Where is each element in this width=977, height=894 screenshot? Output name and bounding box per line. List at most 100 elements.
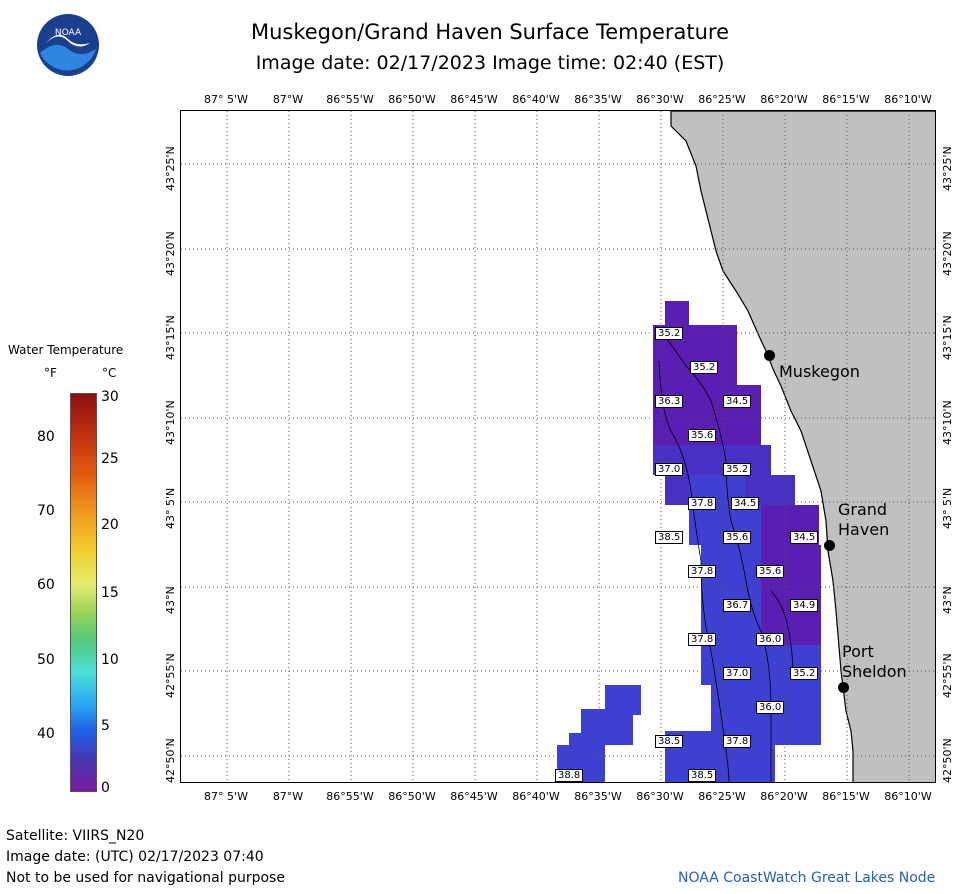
city-grand-haven: Grand Haven [838,500,890,539]
legend-f-tick: 50 [37,652,55,668]
legend-f-tick: 80 [37,429,55,445]
temperature-label: 36.0 [756,633,785,646]
longitude-tick-top: 86°15'W [822,93,870,106]
footer-disclaimer: Not to be used for navigational purpose [6,870,285,886]
latitude-tick-right: 43°10'N [941,400,954,445]
noaa-logo: NOAA [37,14,99,76]
isotherm-lines [658,330,794,782]
temperature-label: 34.5 [723,395,752,408]
temperature-label: 34.5 [790,531,819,544]
temperature-label: 35.6 [756,565,785,578]
grand-haven-marker [824,540,835,551]
legend-f-tick: 70 [37,503,55,519]
latitude-tick-left: 43°25'N [164,146,177,191]
legend-c-tick: 10 [101,652,119,668]
footer-utc-date: Image date: (UTC) 02/17/2023 07:40 [6,849,264,865]
legend-c-tick: 5 [101,718,110,734]
temperature-label: 35.2 [790,667,819,680]
longitude-tick-top: 86°50'W [388,93,436,106]
map-frame [180,110,936,783]
footer-credit: NOAA CoastWatch Great Lakes Node [678,870,936,886]
temperature-label: 35.2 [690,361,719,374]
temperature-label: 37.8 [688,497,717,510]
legend-c-tick: 20 [101,517,119,533]
longitude-tick-bottom: 86°40'W [512,790,560,803]
legend-unit-f: °F [44,366,57,380]
longitude-tick-bottom: 86°30'W [636,790,684,803]
longitude-tick-bottom: 86°25'W [698,790,746,803]
land-shoreline [670,111,935,782]
water-cell [665,301,689,326]
page-title: Muskegon/Grand Haven Surface Temperature [250,20,730,44]
longitude-tick-bottom: 86°55'W [326,790,374,803]
image-datetime: Image date: 02/17/2023 Image time: 02:40… [255,52,725,74]
city-port-sheldon: Port Sheldon [842,642,907,681]
legend-c-tick: 30 [101,389,119,405]
city-muskegon: Muskegon [779,362,860,381]
temperature-map [181,111,935,782]
port-sheldon-marker [838,682,849,693]
legend-c-tick: 25 [101,451,119,467]
longitude-tick-bottom: 86°15'W [822,790,870,803]
temperature-label: 35.6 [688,429,717,442]
latitude-tick-right: 42°50'N [941,738,954,783]
longitude-tick-top: 86°30'W [636,93,684,106]
water-cell [665,731,775,782]
longitude-tick-top: 87° 5'W [204,93,248,106]
temperature-label: 38.5 [655,735,684,748]
longitude-tick-top: 86°45'W [450,93,498,106]
noaa-logo-text: NOAA [55,28,82,38]
temperature-label: 35.2 [655,327,684,340]
temperature-label: 38.5 [655,531,684,544]
temperature-label: 36.7 [723,599,752,612]
longitude-tick-top: 86°35'W [574,93,622,106]
temperature-label: 37.8 [688,565,717,578]
latitude-tick-right: 43°N [941,586,954,614]
muskegon-marker [764,350,775,361]
longitude-tick-bottom: 87°W [272,790,304,803]
latitude-tick-left: 43°15'N [164,315,177,360]
longitude-tick-bottom: 86°45'W [450,790,498,803]
legend-f-tick: 60 [37,577,55,593]
latitude-tick-right: 43°20'N [941,231,954,276]
temperature-label: 37.8 [723,735,752,748]
legend-unit-c: °C [102,366,117,380]
temperature-label: 37.8 [688,633,717,646]
longitude-tick-bottom: 86°10'W [884,790,932,803]
legend-f-tick: 40 [37,726,55,742]
latitude-tick-left: 42°50'N [164,738,177,783]
longitude-tick-top: 86°55'W [326,93,374,106]
latitude-tick-left: 43°10'N [164,400,177,445]
temperature-label: 37.0 [655,463,684,476]
longitude-tick-top: 87°W [272,93,304,106]
temperature-label: 38.8 [555,769,584,782]
temperature-label: 36.3 [655,395,684,408]
latitude-tick-left: 43°20'N [164,231,177,276]
latitude-tick-right: 43°25'N [941,146,954,191]
longitude-tick-top: 86°40'W [512,93,560,106]
temperature-label: 34.5 [731,497,760,510]
water-cell [761,545,821,645]
legend-title: Water Temperature [8,343,124,357]
longitude-tick-bottom: 86°20'W [760,790,808,803]
longitude-tick-bottom: 86°35'W [574,790,622,803]
legend-c-tick: 0 [101,780,110,796]
latitude-tick-left: 43°N [164,586,177,614]
temperature-label: 35.6 [723,531,752,544]
legend-c-tick: 15 [101,585,119,601]
footer-satellite: Satellite: VIIRS_N20 [6,828,145,844]
temperature-label: 38.5 [688,769,717,782]
temperature-label: 35.2 [723,463,752,476]
latitude-tick-right: 43°15'N [941,315,954,360]
latitude-tick-right: 42°55'N [941,653,954,698]
latitude-tick-left: 43° 5'N [164,487,177,529]
longitude-tick-bottom: 87° 5'W [204,790,248,803]
latitude-tick-left: 42°55'N [164,653,177,698]
longitude-tick-top: 86°25'W [698,93,746,106]
temperature-label: 34.9 [790,599,819,612]
temperature-label: 37.0 [723,667,752,680]
longitude-tick-top: 86°20'W [760,93,808,106]
latitude-tick-right: 43° 5'N [941,487,954,529]
temperature-label: 36.0 [756,701,785,714]
temperature-color-bar [70,393,97,792]
